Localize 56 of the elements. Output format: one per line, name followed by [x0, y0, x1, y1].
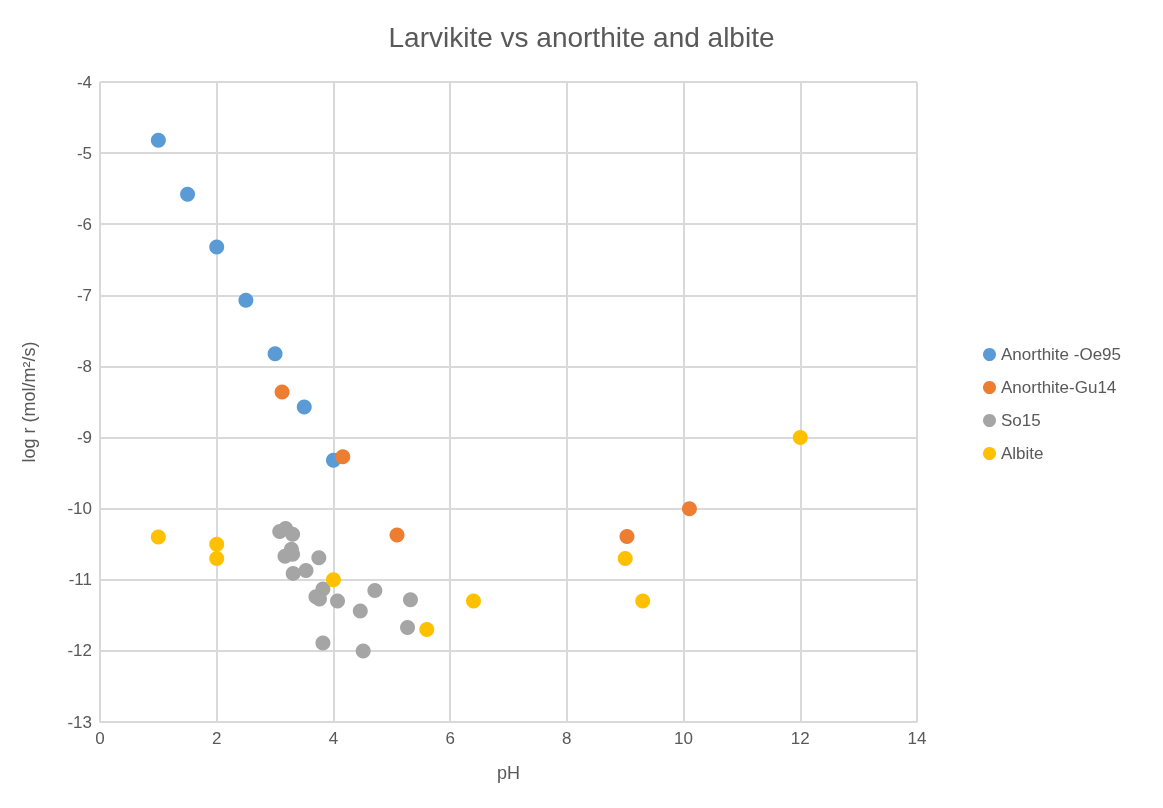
point — [209, 550, 225, 566]
point — [466, 593, 481, 609]
legend-label: Anorthite -Oe95 — [1001, 345, 1122, 364]
chart-title: Larvikite vs anorthite and albite — [388, 21, 775, 53]
y-tick-label: -8 — [76, 356, 92, 376]
point — [150, 529, 166, 545]
y-tick-label: -13 — [67, 712, 92, 732]
point — [367, 582, 383, 598]
point — [325, 572, 341, 588]
point — [792, 430, 808, 446]
point — [635, 593, 651, 609]
point — [285, 565, 301, 581]
point — [298, 563, 314, 579]
point — [296, 399, 312, 415]
y-tick-label: -4 — [76, 72, 92, 92]
x-tick-label: 14 — [907, 729, 927, 748]
y-tick-label: -10 — [67, 499, 92, 519]
point — [267, 346, 283, 362]
point — [150, 132, 166, 148]
point — [238, 292, 254, 308]
x-tick-label: 2 — [211, 729, 222, 748]
x-tick-label: 8 — [562, 729, 572, 748]
point — [402, 592, 418, 608]
point — [274, 384, 290, 400]
x-tick-label: 6 — [445, 729, 455, 748]
x-tick-label: 4 — [328, 729, 339, 748]
y-axis-title: log r (mol/m²/s) — [19, 341, 39, 463]
y-tick-label: -9 — [76, 428, 92, 448]
x-tick-label: 10 — [674, 729, 694, 748]
point — [315, 635, 331, 651]
legend-label: Albite — [1001, 444, 1044, 463]
x-tick-label: 12 — [790, 729, 810, 748]
point — [311, 550, 327, 566]
y-tick-label: -7 — [76, 285, 92, 305]
point — [209, 536, 225, 552]
point — [285, 526, 301, 542]
legend-label: Anorthite-Gu14 — [1001, 378, 1117, 397]
legend-label: So15 — [1001, 411, 1041, 430]
point — [335, 449, 351, 465]
y-tick-label: -12 — [67, 641, 92, 661]
point — [400, 619, 416, 635]
point — [389, 527, 405, 543]
x-tick-label: 0 — [95, 729, 105, 748]
y-tick-label: -6 — [76, 214, 92, 234]
point — [180, 186, 196, 202]
point — [617, 550, 633, 566]
point — [355, 643, 371, 659]
y-tick-label: -11 — [68, 570, 92, 590]
y-tick-label: -5 — [76, 143, 92, 163]
x-axis-title: pH — [496, 763, 521, 783]
point — [330, 593, 346, 609]
point — [681, 501, 697, 517]
point — [419, 622, 435, 638]
point — [352, 603, 368, 619]
point — [619, 528, 635, 544]
point — [209, 239, 225, 255]
